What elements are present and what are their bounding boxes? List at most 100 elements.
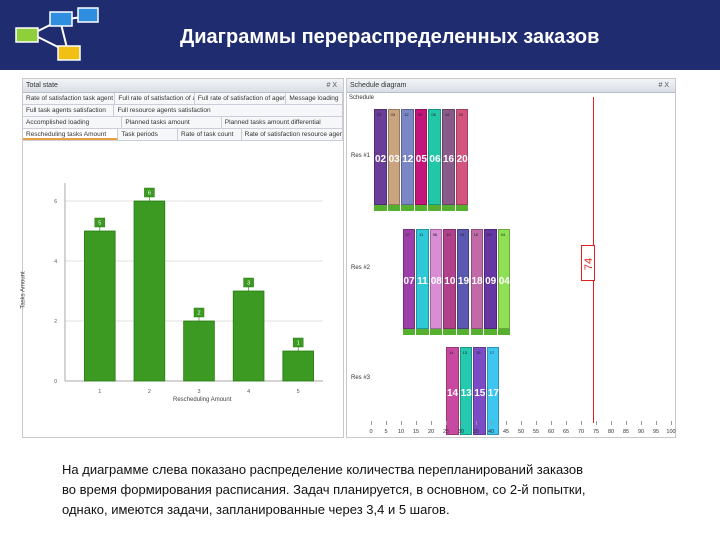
caption-line: во время формирования расписания. Задач … bbox=[62, 482, 586, 497]
task-bar[interactable]: 14 14 bbox=[446, 347, 459, 435]
axis-tick bbox=[446, 421, 447, 425]
axis-tick bbox=[416, 421, 417, 425]
axis-tick-label: 25 bbox=[442, 429, 450, 435]
tab-area: Rate of satisfaction task agent Full rate… bbox=[23, 93, 344, 141]
task-caption: 04 bbox=[500, 232, 506, 237]
schedule-window: Schedule diagram # X Schedule Res #1 02 02… bbox=[346, 78, 676, 438]
resource-label: Res #2 bbox=[351, 265, 371, 271]
task-id: 11 bbox=[417, 276, 428, 287]
tab-row: Full task agents satisfaction Full resour… bbox=[23, 105, 343, 117]
data-label: 2 bbox=[197, 311, 200, 317]
slide-header: Диаграммы перераспределенных заказов bbox=[0, 0, 720, 70]
task-id: 05 bbox=[415, 154, 427, 166]
task-caption: 06 bbox=[431, 112, 436, 117]
tab[interactable]: Full task agents satisfaction bbox=[23, 105, 115, 116]
task-footer bbox=[387, 205, 401, 211]
task-caption: 16 bbox=[445, 112, 450, 117]
tab[interactable]: Full rate of satisfaction of agents bbox=[194, 93, 287, 104]
axis-tick-label: 35 bbox=[472, 429, 480, 435]
task-id: 09 bbox=[485, 276, 497, 287]
task-footer bbox=[401, 205, 414, 211]
axis-tick-label: 5 bbox=[384, 429, 388, 435]
task-bar[interactable]: 20 20 bbox=[455, 109, 469, 211]
task-footer bbox=[442, 205, 455, 211]
bar bbox=[183, 320, 215, 382]
window-titlebar: Total state # X bbox=[23, 79, 343, 93]
task-caption: 11 bbox=[419, 232, 424, 237]
task-bar[interactable]: 18 18 bbox=[470, 229, 484, 335]
tab[interactable]: Rate of task count bbox=[178, 129, 242, 140]
task-id: 14 bbox=[447, 388, 459, 400]
tab[interactable]: Rate of satisfaction task agent bbox=[23, 93, 116, 104]
task-footer bbox=[428, 205, 441, 211]
task-bar[interactable]: 12 12 bbox=[401, 109, 414, 211]
task-bar[interactable]: 04 04 bbox=[497, 229, 511, 335]
window-controls[interactable]: # X bbox=[658, 82, 669, 89]
axis-tick-label: 60 bbox=[547, 429, 555, 435]
task-caption: 18 bbox=[473, 232, 478, 237]
task-caption: 12 bbox=[404, 112, 409, 117]
tab[interactable]: Accomplished loading bbox=[23, 117, 123, 128]
task-bar[interactable]: 06 06 bbox=[428, 109, 441, 211]
bar bbox=[84, 230, 116, 382]
axis-tick bbox=[611, 421, 612, 425]
tab[interactable]: Rate of satisfaction resource agent bbox=[241, 129, 344, 140]
resource-label: Res #1 bbox=[351, 153, 371, 159]
task-bar[interactable]: 15 15 bbox=[473, 347, 486, 435]
axis-tick-label: 85 bbox=[622, 429, 630, 435]
task-bar[interactable]: 11 11 bbox=[416, 229, 429, 335]
window-title: Total state bbox=[26, 82, 58, 89]
task-caption: 14 bbox=[449, 350, 454, 355]
task-bar[interactable]: 08 08 bbox=[429, 229, 443, 335]
task-id: 20 bbox=[456, 154, 468, 166]
task-id: 06 bbox=[429, 154, 441, 166]
task-bar[interactable]: 09 09 bbox=[484, 229, 497, 335]
axis-tick bbox=[536, 421, 537, 425]
tab[interactable]: Task periods bbox=[118, 129, 179, 140]
task-id: 02 bbox=[375, 154, 387, 166]
task-bar[interactable]: 16 16 bbox=[442, 109, 455, 211]
axis-tick bbox=[491, 421, 492, 425]
axis-tick-label: 70 bbox=[577, 429, 585, 435]
tab[interactable]: Full rate of satisfaction of agents bbox=[115, 93, 195, 104]
tab-row: Rescheduling tasks Amount Task periods Rat… bbox=[23, 129, 344, 141]
slide-caption: На диаграмме слева показано распределени… bbox=[62, 460, 702, 520]
tab[interactable]: Planned tasks amount bbox=[122, 117, 222, 128]
axis-tick bbox=[506, 421, 507, 425]
tab[interactable]: Full resource agents satisfaction bbox=[114, 105, 343, 116]
task-footer bbox=[429, 329, 443, 335]
task-bar[interactable]: 07 07 bbox=[402, 229, 416, 335]
x-tick-label: 5 bbox=[297, 389, 300, 395]
rescheduling-bar-chart: 0 2 4 6 5 1 6 2 2 3 3 4 1 5 bbox=[54, 183, 323, 395]
caption-line: На диаграмме слева показано распределени… bbox=[62, 462, 584, 477]
tab[interactable]: Message loading bbox=[286, 93, 343, 104]
axis-tick-label: 20 bbox=[427, 429, 435, 435]
task-bar[interactable]: 03 03 bbox=[387, 109, 401, 211]
y-tick-label: 4 bbox=[54, 259, 57, 265]
task-caption: 10 bbox=[446, 232, 451, 237]
task-bar[interactable]: 17 17 bbox=[486, 347, 500, 435]
task-bar[interactable]: 10 10 bbox=[443, 229, 456, 335]
window-controls[interactable]: # X bbox=[326, 82, 337, 89]
schedule-header: Schedule bbox=[349, 95, 375, 101]
data-label: 5 bbox=[98, 221, 101, 227]
tab[interactable]: Rescheduling tasks Amount bbox=[23, 129, 119, 140]
task-bar[interactable]: 19 19 bbox=[456, 229, 470, 335]
task-id: 04 bbox=[498, 276, 510, 287]
tab-row: Rate of satisfaction task agent Full rate… bbox=[23, 93, 343, 105]
resource-label: Res #3 bbox=[351, 375, 371, 381]
tab[interactable]: Planned tasks amount differential bbox=[221, 117, 343, 128]
task-bar[interactable]: 02 02 bbox=[374, 109, 387, 211]
x-tick-label: 3 bbox=[197, 389, 200, 395]
task-bar[interactable]: 13 13 bbox=[459, 347, 473, 435]
axis-tick bbox=[671, 421, 672, 425]
task-footer bbox=[484, 329, 497, 335]
task-footer bbox=[497, 329, 511, 335]
x-tick-label: 1 bbox=[98, 389, 101, 395]
time-marker-box: 74 bbox=[581, 245, 595, 281]
task-footer bbox=[416, 329, 429, 335]
logo-diagram-icon bbox=[15, 7, 99, 61]
task-bar[interactable]: 05 05 bbox=[414, 109, 428, 211]
bar bbox=[232, 290, 265, 382]
axis-tick-label: 0 bbox=[369, 429, 373, 435]
